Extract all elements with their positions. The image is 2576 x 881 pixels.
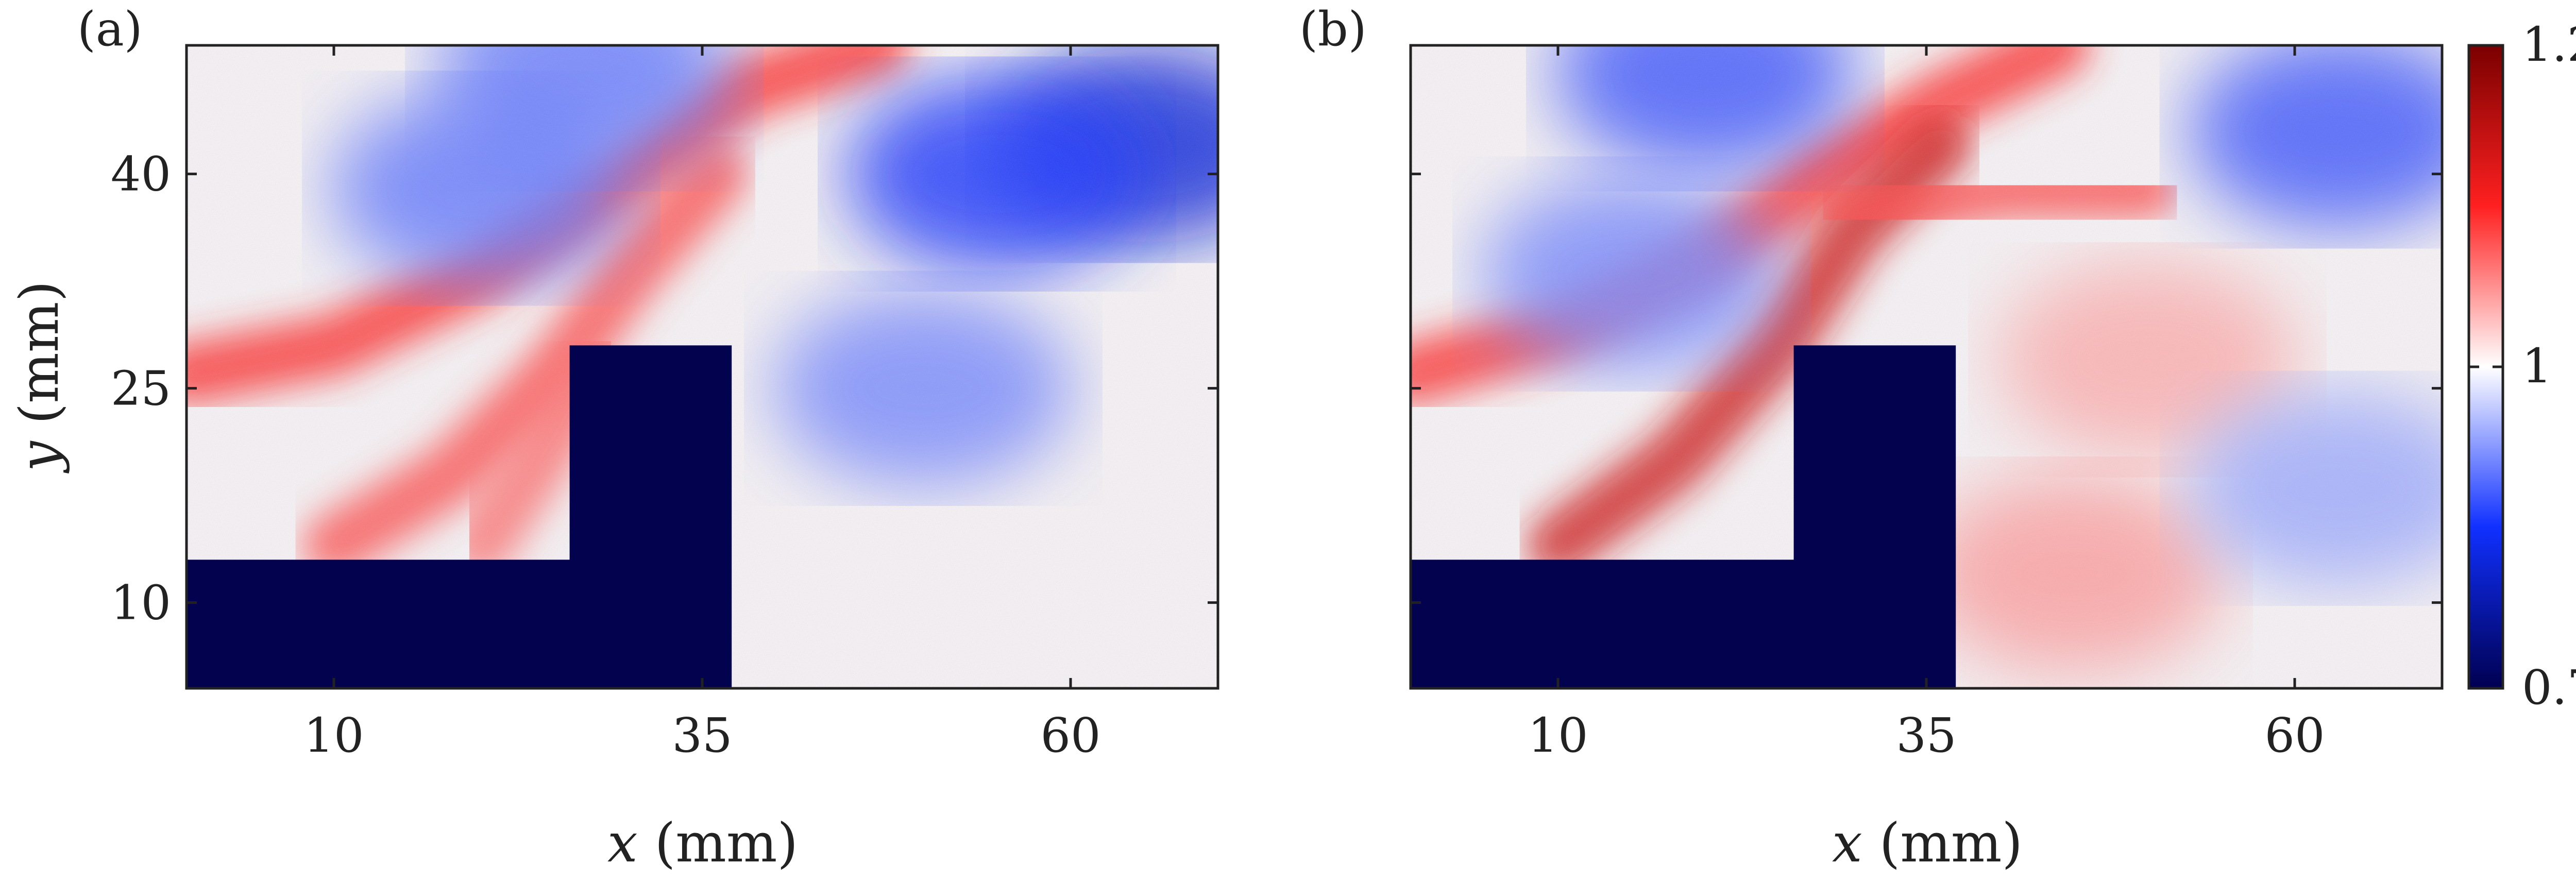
y-tick-label: 25 (111, 361, 171, 416)
panel-a: (a) 10 35 60 10 25 40 y (mm) x (mm) (8, 2, 1219, 874)
x-tick-label: 60 (1040, 708, 1100, 763)
heatmap-field (187, 45, 1218, 688)
panel-b: (b) 10 35 60 x (mm) (1299, 2, 2444, 874)
x-tick-label: 35 (672, 708, 732, 763)
y-tick-label: 40 (111, 147, 171, 202)
heatmap-field (1411, 45, 2442, 688)
panel-a-ylabel-unit: (mm) (8, 281, 71, 424)
x-tick-label: 60 (2264, 708, 2325, 763)
panel-a-ylabel-var: y (8, 440, 71, 473)
x-tick-label: 10 (1528, 708, 1588, 763)
y-tick-label: 10 (111, 575, 171, 631)
colorbar: 1.25 1 0.75 Klh (2467, 17, 2576, 715)
panel-b-label: (b) (1299, 2, 1367, 57)
panel-a-xlabel-unit: (mm) (655, 811, 798, 874)
panel-b-xlabel-var: x (1832, 811, 1862, 874)
panel-a-xlabel-var: x (607, 811, 638, 874)
x-tick-label: 10 (303, 708, 364, 763)
heatmap-b: 10 35 60 (1409, 44, 2444, 763)
heatmap-a: 10 35 60 10 25 40 (111, 44, 1219, 763)
panel-b-xlabel-unit: (mm) (1879, 811, 2023, 874)
panel-a-label: (a) (77, 2, 143, 57)
obstacle (187, 345, 732, 688)
x-tick-label: 35 (1896, 708, 1956, 763)
panel-b-xlabel: x (mm) (1832, 811, 2023, 874)
colorbar-tick-label-mid: 1 (2522, 338, 2552, 394)
colorbar-tick-label-bottom: 0.75 (2522, 660, 2576, 715)
panel-a-xlabel: x (mm) (607, 811, 798, 874)
obstacle (1411, 345, 1956, 688)
colorbar-tick-label-top: 1.25 (2522, 17, 2576, 72)
panel-a-ylabel: y (mm) (8, 281, 71, 473)
